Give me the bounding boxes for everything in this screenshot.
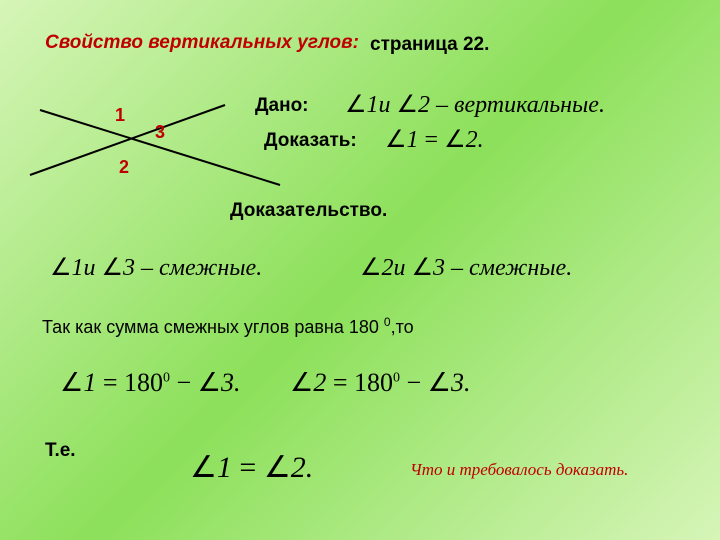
degree-sup: 0 bbox=[384, 315, 391, 329]
given-label: Дано: bbox=[255, 95, 309, 117]
prove-label: Доказать: bbox=[264, 130, 357, 152]
adjacent-1: ∠1u ∠3 – смежные. bbox=[50, 253, 262, 282]
given-math: ∠1u ∠2 – вертикальные. bbox=[345, 90, 605, 119]
angle-label-1: 1 bbox=[115, 105, 125, 126]
proof-label: Доказательство. bbox=[230, 200, 387, 222]
page-reference: страница 22. bbox=[370, 34, 489, 56]
qed-text: Что и требовалось доказать. bbox=[410, 460, 628, 480]
ie-label: Т.е. bbox=[45, 440, 76, 462]
equation-2: ∠2 = 1800 − ∠3. bbox=[290, 368, 470, 398]
angle-label-2: 2 bbox=[119, 157, 129, 178]
equation-1: ∠1 = 1800 − ∠3. bbox=[60, 368, 240, 398]
angle-label-3: 3 bbox=[155, 122, 165, 143]
final-equation: ∠1 = ∠2. bbox=[190, 450, 313, 485]
sum-text-a: Так как сумма смежных углов равна 180 bbox=[42, 317, 384, 337]
prove-math: ∠1 = ∠2. bbox=[385, 125, 484, 154]
sum-text-b: ,то bbox=[391, 317, 414, 337]
adjacent-2: ∠2u ∠3 – смежные. bbox=[360, 253, 572, 282]
sum-statement: Так как сумма смежных углов равна 180 0,… bbox=[42, 315, 414, 338]
